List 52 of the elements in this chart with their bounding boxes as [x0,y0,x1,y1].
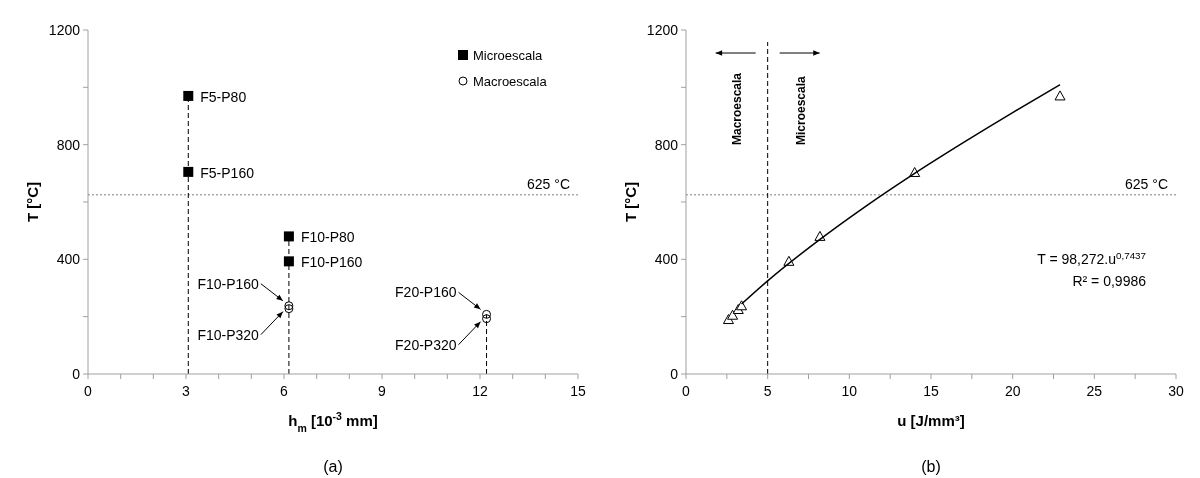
point [183,166,194,177]
x-tick-label: 9 [378,383,387,399]
y-tick-label: 400 [654,251,679,268]
y-tick-label: 0 [72,366,81,382]
legend-label: Microescala [473,48,544,63]
x-tick-label: 12 [472,383,488,399]
x-tick-label: 15 [923,383,939,399]
annotation: F10-P160 [300,254,363,271]
annotation: T = 98,272.u$^{0,7437}$ [1037,249,1146,268]
annotation: Macroescala [729,72,744,145]
y-axis-title: T [°C] [24,181,41,223]
point [736,300,748,311]
y-tick-label: 800 [56,136,81,153]
annotation: Microescala [793,75,808,145]
ref-line-label: 625 °C [1125,175,1168,192]
x-tick-label: 10 [841,383,858,399]
point [482,309,492,319]
x-tick-label: 15 [570,383,586,399]
y-tick-label: 1200 [48,22,81,38]
y-tick-label: 400 [56,251,81,268]
x-tick-label: 25 [1086,383,1103,399]
annotation: F20-P160 [395,284,457,301]
point [183,90,194,101]
x-axis-title: u [J/mm³] [897,412,965,429]
x-tick-label: 5 [763,383,772,399]
y-tick-label: 1200 [646,22,679,38]
annotation: F10-P320 [197,326,260,343]
legend-label: Macroescala [473,74,548,89]
x-tick-label: 20 [1004,383,1021,399]
annotation: F5-P80 [200,88,247,105]
point [283,231,294,242]
point [283,256,294,267]
x-tick-label: 0 [84,383,93,399]
text: (a) [323,458,343,475]
annotation: F5-P160 [200,164,255,181]
y-axis-title: T [°C] [622,181,639,223]
y-tick-label: 0 [670,366,679,382]
annotation: F10-P80 [300,229,355,246]
x-tick-label: 0 [682,383,691,399]
ref-line-label: 625 °C [527,175,570,192]
x-tick-label: 30 [1168,383,1184,399]
x-tick-label: 3 [182,383,191,399]
x-axis-title: h$_{m}$ [10$^{-3}$ mm] [288,410,378,434]
text: (b) [921,458,941,475]
x-tick-label: 6 [280,383,289,399]
y-tick-label: 800 [654,136,679,153]
point [727,309,739,320]
annotation: F10-P160 [197,275,260,292]
annotation: F20-P320 [395,336,457,353]
annotation: R² = 0,9986 [1072,273,1147,290]
point [482,314,492,324]
point [1054,90,1066,101]
